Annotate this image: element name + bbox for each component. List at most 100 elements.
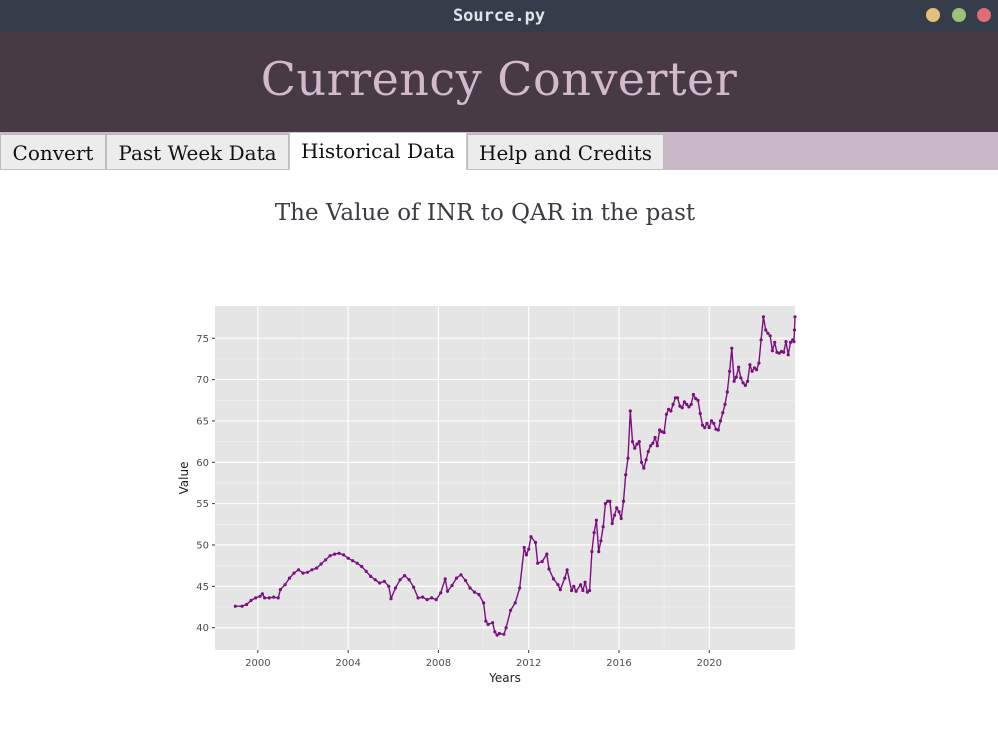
close-button[interactable] xyxy=(977,8,991,22)
data-point xyxy=(694,397,698,401)
data-point xyxy=(761,315,766,319)
app-header: Currency Converter xyxy=(0,32,998,132)
data-point xyxy=(360,564,364,569)
data-point xyxy=(565,568,569,572)
data-point xyxy=(628,409,632,413)
data-point xyxy=(678,404,682,408)
data-point xyxy=(468,586,472,590)
data-point xyxy=(287,576,292,580)
data-point xyxy=(522,545,526,550)
x-tick-label: 2004 xyxy=(335,658,360,669)
data-point xyxy=(639,460,644,464)
data-point xyxy=(759,338,763,342)
data-point xyxy=(439,591,443,595)
data-point xyxy=(766,331,770,335)
data-point xyxy=(459,573,463,577)
data-point xyxy=(792,340,796,344)
tab-historical-data[interactable]: Historical Data xyxy=(289,132,467,170)
x-tick-label: 2016 xyxy=(606,658,631,669)
data-point xyxy=(633,446,637,450)
data-point xyxy=(782,350,786,354)
data-point xyxy=(463,578,468,583)
data-point xyxy=(497,631,501,636)
data-point xyxy=(746,379,750,383)
data-point xyxy=(642,466,646,470)
data-point xyxy=(389,597,393,601)
data-point xyxy=(673,396,678,400)
data-point xyxy=(624,473,628,477)
data-point xyxy=(267,596,271,600)
data-point xyxy=(682,400,687,404)
data-point xyxy=(260,592,264,596)
data-point xyxy=(703,426,707,430)
data-point xyxy=(671,402,675,406)
data-point xyxy=(621,499,626,503)
data-point xyxy=(276,596,280,600)
data-point xyxy=(590,550,594,554)
data-point xyxy=(635,442,639,446)
data-point xyxy=(574,589,578,593)
data-point xyxy=(495,633,499,637)
data-point xyxy=(416,596,420,600)
data-point xyxy=(547,567,551,571)
data-point xyxy=(599,539,603,543)
data-point xyxy=(768,334,772,338)
data-point xyxy=(412,585,416,589)
data-point xyxy=(527,547,531,551)
y-tick-label: 65 xyxy=(196,416,209,427)
data-point xyxy=(734,375,738,379)
data-point xyxy=(737,365,741,369)
data-point xyxy=(378,581,382,585)
data-point xyxy=(612,513,617,517)
tab-past-week-data[interactable]: Past Week Data xyxy=(106,134,289,169)
data-point xyxy=(342,553,346,557)
tab-convert[interactable]: Convert xyxy=(0,134,106,169)
y-tick-label: 60 xyxy=(196,458,209,469)
data-point xyxy=(529,535,533,539)
data-point xyxy=(583,580,587,584)
data-point xyxy=(691,392,696,397)
data-point xyxy=(718,419,723,423)
data-point xyxy=(450,583,454,588)
data-point xyxy=(254,596,258,600)
data-point xyxy=(430,596,434,600)
x-axis-title: Years xyxy=(488,671,521,685)
data-point xyxy=(743,383,748,387)
data-point xyxy=(784,340,788,344)
data-point xyxy=(617,510,621,514)
data-point xyxy=(680,406,684,410)
data-point xyxy=(664,412,669,416)
data-point xyxy=(524,553,529,557)
x-tick-label: 2000 xyxy=(245,658,270,669)
data-point xyxy=(337,551,341,555)
tab-help-and-credits[interactable]: Help and Credits xyxy=(467,134,664,169)
data-point xyxy=(748,363,752,367)
data-point xyxy=(502,632,506,636)
data-point xyxy=(355,561,359,565)
minimize-button[interactable] xyxy=(926,8,940,22)
data-point xyxy=(278,588,282,592)
data-point xyxy=(491,621,495,625)
data-point xyxy=(556,583,560,587)
data-point xyxy=(563,576,567,580)
data-point xyxy=(504,626,508,630)
app-title: Currency Converter xyxy=(260,52,738,106)
y-tick-label: 55 xyxy=(196,499,209,510)
data-point xyxy=(581,588,585,593)
data-point xyxy=(258,594,262,598)
data-point xyxy=(315,566,319,570)
data-point xyxy=(472,590,477,594)
maximize-button[interactable] xyxy=(952,8,966,22)
data-point xyxy=(700,423,705,427)
data-point xyxy=(777,351,781,355)
y-tick-label: 50 xyxy=(196,540,209,551)
data-point xyxy=(272,595,276,599)
data-point xyxy=(770,349,775,353)
y-tick-label: 75 xyxy=(196,334,209,345)
data-point xyxy=(387,584,391,588)
data-point xyxy=(513,601,517,605)
data-point xyxy=(283,583,287,587)
data-point xyxy=(551,577,556,581)
y-tick-label: 45 xyxy=(196,582,209,593)
